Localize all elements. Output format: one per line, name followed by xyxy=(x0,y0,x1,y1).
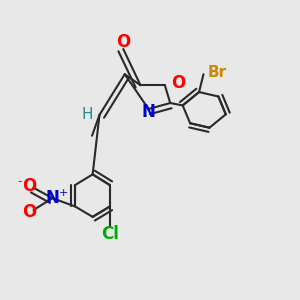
Text: N: N xyxy=(141,103,155,121)
Text: O: O xyxy=(116,33,130,51)
Text: O: O xyxy=(171,74,186,92)
Text: O: O xyxy=(22,202,36,220)
Text: O: O xyxy=(22,177,36,195)
Text: H: H xyxy=(81,107,93,122)
Text: N: N xyxy=(46,189,59,207)
Text: Cl: Cl xyxy=(101,225,119,243)
Text: Br: Br xyxy=(208,64,227,80)
Text: -: - xyxy=(17,175,22,188)
Text: +: + xyxy=(58,188,68,198)
